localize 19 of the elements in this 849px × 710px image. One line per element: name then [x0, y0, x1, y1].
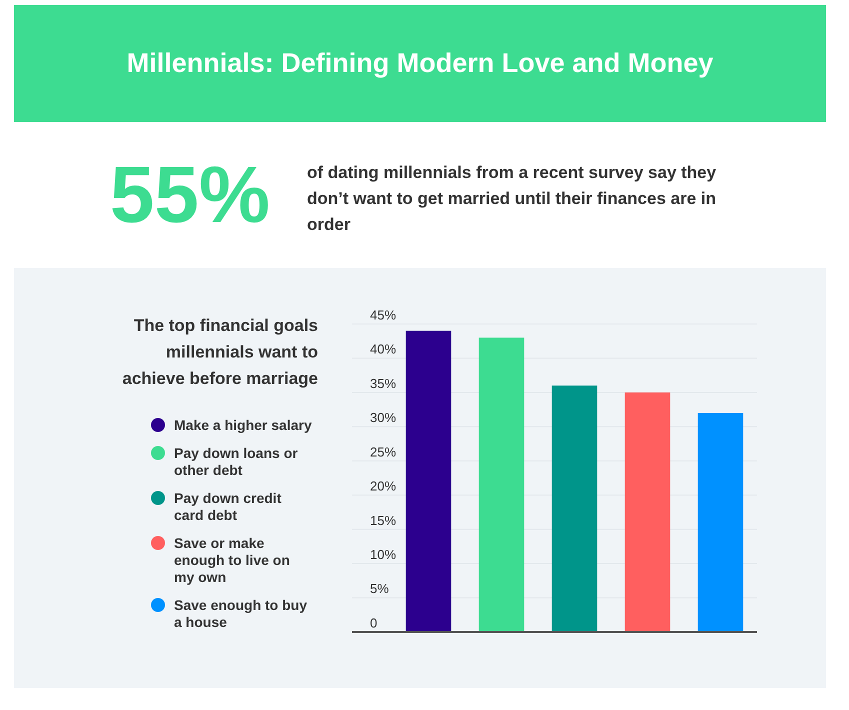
y-tick-label: 40% [370, 342, 396, 357]
legend-label: Pay down credit card debt [174, 490, 282, 523]
y-tick-label: 20% [370, 478, 396, 494]
text: The top financial goals millennials want to achieve before marriage [122, 316, 318, 388]
y-tick-label: 35% [370, 376, 396, 391]
text: of dating millennials from a recent survey say they don’t want to get married until their finances are in order [307, 163, 717, 234]
y-tick-label: 15% [370, 512, 396, 528]
y-tick-label: 0 [370, 615, 378, 630]
text: 55% [110, 150, 270, 239]
y-tick-label: 45% [370, 307, 396, 322]
y-tick-label: 5% [370, 581, 390, 596]
legend-label: Save enough to buy a house [174, 597, 308, 630]
chart-title: Millennials: Defining Modern Love and Money [126, 48, 714, 78]
y-tick-label: 30% [370, 410, 396, 426]
legend-label: Make a higher salary [174, 417, 312, 433]
y-tick-label: 25% [370, 444, 396, 460]
legend-label: Pay down loans or other debt [174, 445, 298, 478]
legend-label: Save or make enough to live on my own [174, 535, 290, 585]
y-tick-label: 10% [370, 546, 396, 562]
